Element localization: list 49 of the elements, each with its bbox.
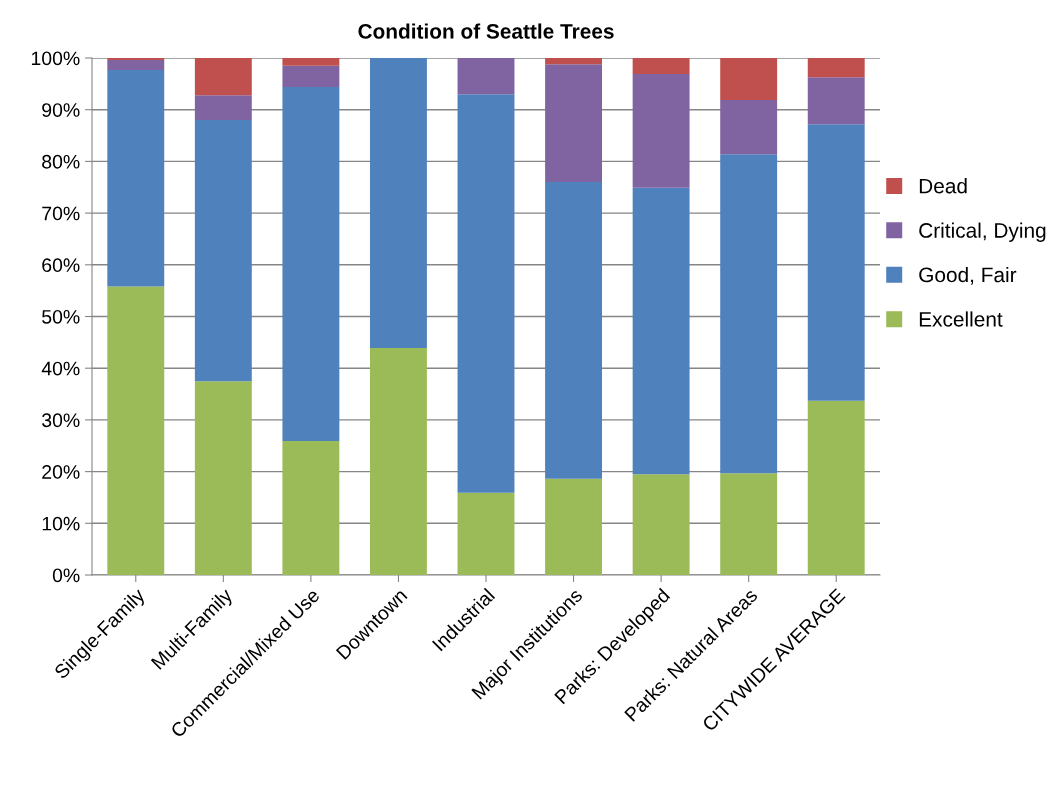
bar bbox=[282, 65, 340, 87]
bar bbox=[807, 400, 865, 575]
bar bbox=[194, 58, 252, 96]
y-tick-label: 30% bbox=[42, 413, 80, 428]
legend-label: Good, Fair bbox=[919, 266, 1017, 285]
legend-label: Excellent bbox=[919, 311, 1003, 327]
bar bbox=[720, 99, 778, 155]
y-tick-label: 40% bbox=[41, 361, 80, 376]
bar bbox=[369, 348, 427, 575]
bar bbox=[632, 58, 690, 75]
bar bbox=[282, 441, 340, 575]
y-tick-label: 10% bbox=[42, 516, 80, 531]
bar bbox=[457, 94, 515, 493]
legend-label: Critical, Dying bbox=[919, 222, 1046, 242]
bar bbox=[107, 58, 165, 61]
bar bbox=[720, 154, 778, 474]
bar bbox=[457, 58, 515, 95]
y-tick-label: 70% bbox=[42, 206, 80, 221]
bar bbox=[545, 58, 603, 65]
y-tick-label: 20% bbox=[42, 465, 80, 479]
bar bbox=[807, 124, 865, 401]
bar bbox=[545, 64, 603, 183]
bar bbox=[632, 187, 690, 475]
bar bbox=[632, 474, 690, 575]
bar bbox=[107, 60, 165, 70]
y-tick-label: 60% bbox=[42, 258, 80, 273]
bar bbox=[545, 182, 603, 479]
bar bbox=[194, 120, 252, 382]
y-tick-label: 90% bbox=[42, 103, 80, 117]
bar bbox=[632, 74, 690, 188]
bar bbox=[369, 58, 427, 349]
bar bbox=[282, 58, 340, 66]
bar bbox=[107, 69, 165, 287]
bar bbox=[107, 286, 165, 575]
y-tick-label: 50% bbox=[42, 309, 80, 324]
chart-title: Condition of Seattle Trees bbox=[358, 23, 614, 39]
bar bbox=[457, 492, 515, 575]
bar bbox=[807, 77, 865, 125]
bar bbox=[194, 95, 252, 121]
bar bbox=[282, 86, 340, 442]
y-tick-label: 80% bbox=[42, 154, 80, 169]
bar bbox=[194, 381, 252, 575]
y-tick-label: 0% bbox=[52, 568, 80, 583]
legend-label: Dead bbox=[919, 178, 967, 194]
y-tick-label: 100% bbox=[31, 51, 80, 66]
bar bbox=[545, 478, 603, 575]
bar bbox=[720, 473, 778, 575]
bar bbox=[720, 58, 778, 100]
bar bbox=[807, 58, 865, 78]
